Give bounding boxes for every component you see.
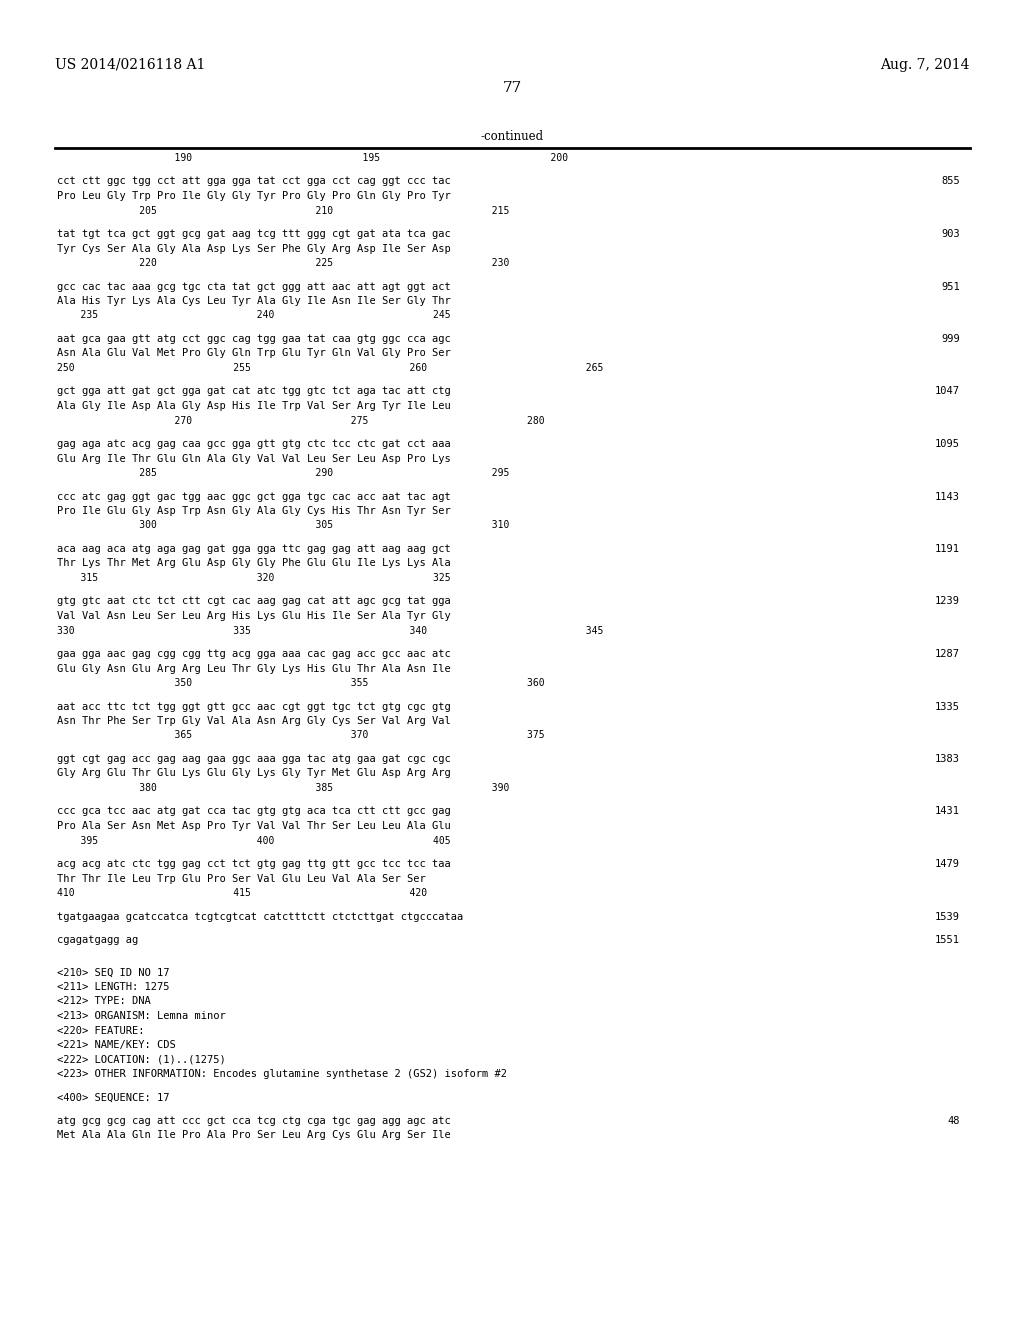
Text: tgatgaagaa gcatccatca tcgtcgtcat catctttctt ctctcttgat ctgcccataa: tgatgaagaa gcatccatca tcgtcgtcat catcttt… <box>57 912 463 921</box>
Text: 270                           275                           280: 270 275 280 <box>57 416 545 425</box>
Text: 315                           320                           325: 315 320 325 <box>57 573 451 583</box>
Text: <213> ORGANISM: Lemna minor: <213> ORGANISM: Lemna minor <box>57 1011 225 1020</box>
Text: 1239: 1239 <box>935 597 961 606</box>
Text: 1143: 1143 <box>935 491 961 502</box>
Text: 350                           355                           360: 350 355 360 <box>57 678 545 688</box>
Text: Asn Ala Glu Val Met Pro Gly Gln Trp Glu Tyr Gln Val Gly Pro Ser: Asn Ala Glu Val Met Pro Gly Gln Trp Glu … <box>57 348 451 359</box>
Text: Pro Ile Glu Gly Asp Trp Asn Gly Ala Gly Cys His Thr Asn Tyr Ser: Pro Ile Glu Gly Asp Trp Asn Gly Ala Gly … <box>57 506 451 516</box>
Text: Met Ala Ala Gln Ile Pro Ala Pro Ser Leu Arg Cys Glu Arg Ser Ile: Met Ala Ala Gln Ile Pro Ala Pro Ser Leu … <box>57 1130 451 1140</box>
Text: Val Val Asn Leu Ser Leu Arg His Lys Glu His Ile Ser Ala Tyr Gly: Val Val Asn Leu Ser Leu Arg His Lys Glu … <box>57 611 451 620</box>
Text: gct gga att gat gct gga gat cat atc tgg gtc tct aga tac att ctg: gct gga att gat gct gga gat cat atc tgg … <box>57 387 451 396</box>
Text: 235                           240                           245: 235 240 245 <box>57 310 451 321</box>
Text: Gly Arg Glu Thr Glu Lys Glu Gly Lys Gly Tyr Met Glu Asp Arg Arg: Gly Arg Glu Thr Glu Lys Glu Gly Lys Gly … <box>57 768 451 779</box>
Text: 380                           385                           390: 380 385 390 <box>57 783 509 793</box>
Text: Thr Thr Ile Leu Trp Glu Pro Ser Val Glu Leu Val Ala Ser Ser: Thr Thr Ile Leu Trp Glu Pro Ser Val Glu … <box>57 874 426 883</box>
Text: ggt cgt gag acc gag aag gaa ggc aaa gga tac atg gaa gat cgc cgc: ggt cgt gag acc gag aag gaa ggc aaa gga … <box>57 754 451 764</box>
Text: 330                           335                           340                 : 330 335 340 <box>57 626 603 635</box>
Text: 395                           400                           405: 395 400 405 <box>57 836 451 846</box>
Text: 1191: 1191 <box>935 544 961 554</box>
Text: cct ctt ggc tgg cct att gga gga tat cct gga cct cag ggt ccc tac: cct ctt ggc tgg cct att gga gga tat cct … <box>57 177 451 186</box>
Text: 1383: 1383 <box>935 754 961 764</box>
Text: <210> SEQ ID NO 17: <210> SEQ ID NO 17 <box>57 968 170 978</box>
Text: <400> SEQUENCE: 17: <400> SEQUENCE: 17 <box>57 1093 170 1102</box>
Text: gaa gga aac gag cgg cgg ttg acg gga aaa cac gag acc gcc aac atc: gaa gga aac gag cgg cgg ttg acg gga aaa … <box>57 649 451 659</box>
Text: <211> LENGTH: 1275: <211> LENGTH: 1275 <box>57 982 170 993</box>
Text: 410                           415                           420: 410 415 420 <box>57 888 427 898</box>
Text: ccc atc gag ggt gac tgg aac ggc gct gga tgc cac acc aat tac agt: ccc atc gag ggt gac tgg aac ggc gct gga … <box>57 491 451 502</box>
Text: <222> LOCATION: (1)..(1275): <222> LOCATION: (1)..(1275) <box>57 1055 225 1064</box>
Text: Tyr Cys Ser Ala Gly Ala Asp Lys Ser Phe Gly Arg Asp Ile Ser Asp: Tyr Cys Ser Ala Gly Ala Asp Lys Ser Phe … <box>57 243 451 253</box>
Text: 220                           225                           230: 220 225 230 <box>57 257 509 268</box>
Text: 1095: 1095 <box>935 440 961 449</box>
Text: 1287: 1287 <box>935 649 961 659</box>
Text: 77: 77 <box>503 81 521 95</box>
Text: 855: 855 <box>941 177 961 186</box>
Text: gtg gtc aat ctc tct ctt cgt cac aag gag cat att agc gcg tat gga: gtg gtc aat ctc tct ctt cgt cac aag gag … <box>57 597 451 606</box>
Text: Ala His Tyr Lys Ala Cys Leu Tyr Ala Gly Ile Asn Ile Ser Gly Thr: Ala His Tyr Lys Ala Cys Leu Tyr Ala Gly … <box>57 296 451 306</box>
Text: Pro Leu Gly Trp Pro Ile Gly Gly Tyr Pro Gly Pro Gln Gly Pro Tyr: Pro Leu Gly Trp Pro Ile Gly Gly Tyr Pro … <box>57 191 451 201</box>
Text: 365                           370                           375: 365 370 375 <box>57 730 545 741</box>
Text: 1479: 1479 <box>935 859 961 869</box>
Text: US 2014/0216118 A1: US 2014/0216118 A1 <box>55 58 206 73</box>
Text: gcc cac tac aaa gcg tgc cta tat gct ggg att aac att agt ggt act: gcc cac tac aaa gcg tgc cta tat gct ggg … <box>57 281 451 292</box>
Text: Pro Ala Ser Asn Met Asp Pro Tyr Val Val Thr Ser Leu Leu Ala Glu: Pro Ala Ser Asn Met Asp Pro Tyr Val Val … <box>57 821 451 832</box>
Text: 1047: 1047 <box>935 387 961 396</box>
Text: Glu Arg Ile Thr Glu Gln Ala Gly Val Val Leu Ser Leu Asp Pro Lys: Glu Arg Ile Thr Glu Gln Ala Gly Val Val … <box>57 454 451 463</box>
Text: acg acg atc ctc tgg gag cct tct gtg gag ttg gtt gcc tcc tcc taa: acg acg atc ctc tgg gag cct tct gtg gag … <box>57 859 451 869</box>
Text: atg gcg gcg cag att ccc gct cca tcg ctg cga tgc gag agg agc atc: atg gcg gcg cag att ccc gct cca tcg ctg … <box>57 1115 451 1126</box>
Text: 250                           255                           260                 : 250 255 260 <box>57 363 603 374</box>
Text: Asn Thr Phe Ser Trp Gly Val Ala Asn Arg Gly Cys Ser Val Arg Val: Asn Thr Phe Ser Trp Gly Val Ala Asn Arg … <box>57 715 451 726</box>
Text: 285                           290                           295: 285 290 295 <box>57 469 509 478</box>
Text: 903: 903 <box>941 228 961 239</box>
Text: <220> FEATURE:: <220> FEATURE: <box>57 1026 144 1035</box>
Text: 1335: 1335 <box>935 701 961 711</box>
Text: ccc gca tcc aac atg gat cca tac gtg gtg aca tca ctt ctt gcc gag: ccc gca tcc aac atg gat cca tac gtg gtg … <box>57 807 451 817</box>
Text: 190                             195                             200: 190 195 200 <box>57 153 568 162</box>
Text: aat acc ttc tct tgg ggt gtt gcc aac cgt ggt tgc tct gtg cgc gtg: aat acc ttc tct tgg ggt gtt gcc aac cgt … <box>57 701 451 711</box>
Text: <221> NAME/KEY: CDS: <221> NAME/KEY: CDS <box>57 1040 176 1049</box>
Text: 1551: 1551 <box>935 935 961 945</box>
Text: Aug. 7, 2014: Aug. 7, 2014 <box>881 58 970 73</box>
Text: 951: 951 <box>941 281 961 292</box>
Text: 1431: 1431 <box>935 807 961 817</box>
Text: Ala Gly Ile Asp Ala Gly Asp His Ile Trp Val Ser Arg Tyr Ile Leu: Ala Gly Ile Asp Ala Gly Asp His Ile Trp … <box>57 401 451 411</box>
Text: <223> OTHER INFORMATION: Encodes glutamine synthetase 2 (GS2) isoform #2: <223> OTHER INFORMATION: Encodes glutami… <box>57 1069 507 1078</box>
Text: 300                           305                           310: 300 305 310 <box>57 520 509 531</box>
Text: 999: 999 <box>941 334 961 345</box>
Text: Glu Gly Asn Glu Arg Arg Leu Thr Gly Lys His Glu Thr Ala Asn Ile: Glu Gly Asn Glu Arg Arg Leu Thr Gly Lys … <box>57 664 451 673</box>
Text: 1539: 1539 <box>935 912 961 921</box>
Text: cgagatgagg ag: cgagatgagg ag <box>57 935 138 945</box>
Text: -continued: -continued <box>480 131 544 144</box>
Text: aca aag aca atg aga gag gat gga gga ttc gag gag att aag aag gct: aca aag aca atg aga gag gat gga gga ttc … <box>57 544 451 554</box>
Text: tat tgt tca gct ggt gcg gat aag tcg ttt ggg cgt gat ata tca gac: tat tgt tca gct ggt gcg gat aag tcg ttt … <box>57 228 451 239</box>
Text: 205                           210                           215: 205 210 215 <box>57 206 509 215</box>
Text: <212> TYPE: DNA: <212> TYPE: DNA <box>57 997 151 1006</box>
Text: 48: 48 <box>947 1115 961 1126</box>
Text: gag aga atc acg gag caa gcc gga gtt gtg ctc tcc ctc gat cct aaa: gag aga atc acg gag caa gcc gga gtt gtg … <box>57 440 451 449</box>
Text: Thr Lys Thr Met Arg Glu Asp Gly Gly Phe Glu Glu Ile Lys Lys Ala: Thr Lys Thr Met Arg Glu Asp Gly Gly Phe … <box>57 558 451 569</box>
Text: aat gca gaa gtt atg cct ggc cag tgg gaa tat caa gtg ggc cca agc: aat gca gaa gtt atg cct ggc cag tgg gaa … <box>57 334 451 345</box>
